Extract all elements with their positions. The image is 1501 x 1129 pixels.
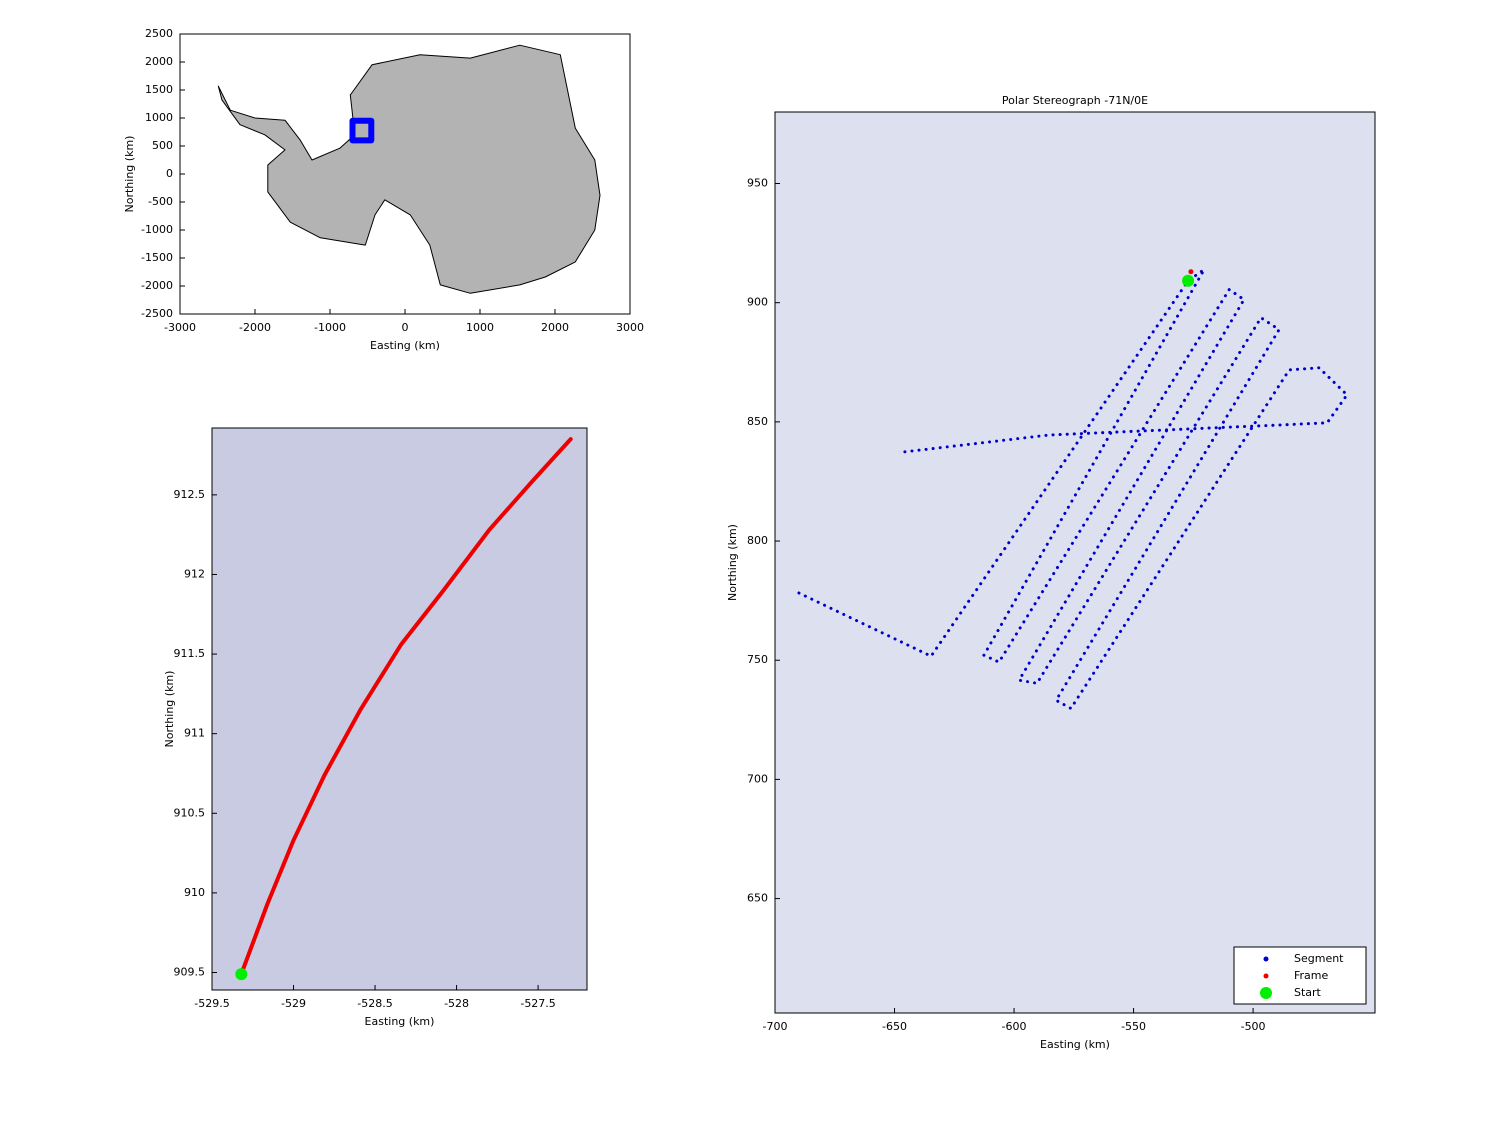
y-tick-label: 2000 <box>145 55 173 68</box>
y-axis-label: Northing (km) <box>726 524 739 601</box>
y-tick-label: 2500 <box>145 27 173 40</box>
y-tick-label: 911.5 <box>174 647 206 660</box>
legend-marker <box>1260 987 1272 999</box>
x-axis-label: Easting (km) <box>1040 1038 1110 1051</box>
y-axis-label: Northing (km) <box>123 136 136 213</box>
x-tick-label: 2000 <box>541 321 569 334</box>
y-tick-label: 700 <box>747 772 768 785</box>
plot-area <box>775 112 1375 1013</box>
x-tick-label: 3000 <box>616 321 644 334</box>
legend-label: Start <box>1294 986 1322 999</box>
y-tick-label: 1000 <box>145 111 173 124</box>
y-tick-label: 950 <box>747 177 768 190</box>
y-tick-label: -2500 <box>141 307 173 320</box>
legend-label: Frame <box>1294 969 1329 982</box>
x-tick-label: -528.5 <box>357 997 392 1010</box>
x-tick-label: -600 <box>1002 1020 1027 1033</box>
y-tick-label: 910.5 <box>174 806 206 819</box>
y-tick-label: 912 <box>184 567 205 580</box>
point <box>1188 269 1194 275</box>
legend-box <box>1233 946 1367 1005</box>
y-tick-label: 1500 <box>145 83 173 96</box>
x-axis-label: Easting (km) <box>365 1015 435 1028</box>
axes-box <box>774 111 1376 1014</box>
x-tick-label: -529 <box>281 997 306 1010</box>
start-marker <box>1182 274 1195 287</box>
y-tick-label: 850 <box>747 415 768 428</box>
legend-marker <box>1263 973 1269 979</box>
y-tick-label: 900 <box>747 296 768 309</box>
x-tick-label: -527.5 <box>520 997 555 1010</box>
y-tick-label: -1000 <box>141 223 173 236</box>
y-tick-label: 800 <box>747 534 768 547</box>
legend-label: Segment <box>1294 952 1344 965</box>
x-tick-label: -3000 <box>164 321 196 334</box>
y-tick-label: 909.5 <box>174 965 206 978</box>
y-tick-label: 500 <box>152 139 173 152</box>
x-tick-label: -500 <box>1241 1020 1266 1033</box>
y-tick-label: 650 <box>747 892 768 905</box>
x-tick-label: -700 <box>763 1020 788 1033</box>
line <box>349 117 375 144</box>
legend-marker <box>1263 956 1269 962</box>
x-tick-label: -550 <box>1121 1020 1146 1033</box>
x-tick-label: -529.5 <box>194 997 229 1010</box>
axes-box <box>211 427 588 991</box>
x-axis-label: Easting (km) <box>370 339 440 352</box>
x-tick-label: 0 <box>402 321 409 334</box>
y-axis-label: Northing (km) <box>163 671 176 748</box>
y-tick-label: -2000 <box>141 279 173 292</box>
y-tick-label: 910 <box>184 886 205 899</box>
y-tick-label: 750 <box>747 653 768 666</box>
chart-title: Polar Stereograph -71N/0E <box>1002 94 1148 107</box>
x-tick-label: 1000 <box>466 321 494 334</box>
x-tick-label: -1000 <box>314 321 346 334</box>
legend: Segment Frame Start <box>1233 946 1367 1005</box>
x-tick-label: -650 <box>882 1020 907 1033</box>
x-tick-label: -2000 <box>239 321 271 334</box>
plot-area <box>212 428 587 990</box>
y-tick-label: 0 <box>166 167 173 180</box>
start-marker <box>235 968 248 981</box>
x-tick-label: -528 <box>444 997 469 1010</box>
area <box>217 44 601 294</box>
y-tick-label: -1500 <box>141 251 173 264</box>
y-tick-label: 912.5 <box>174 488 206 501</box>
y-tick-label: 911 <box>184 727 205 740</box>
y-tick-label: -500 <box>148 195 173 208</box>
line <box>239 437 573 977</box>
